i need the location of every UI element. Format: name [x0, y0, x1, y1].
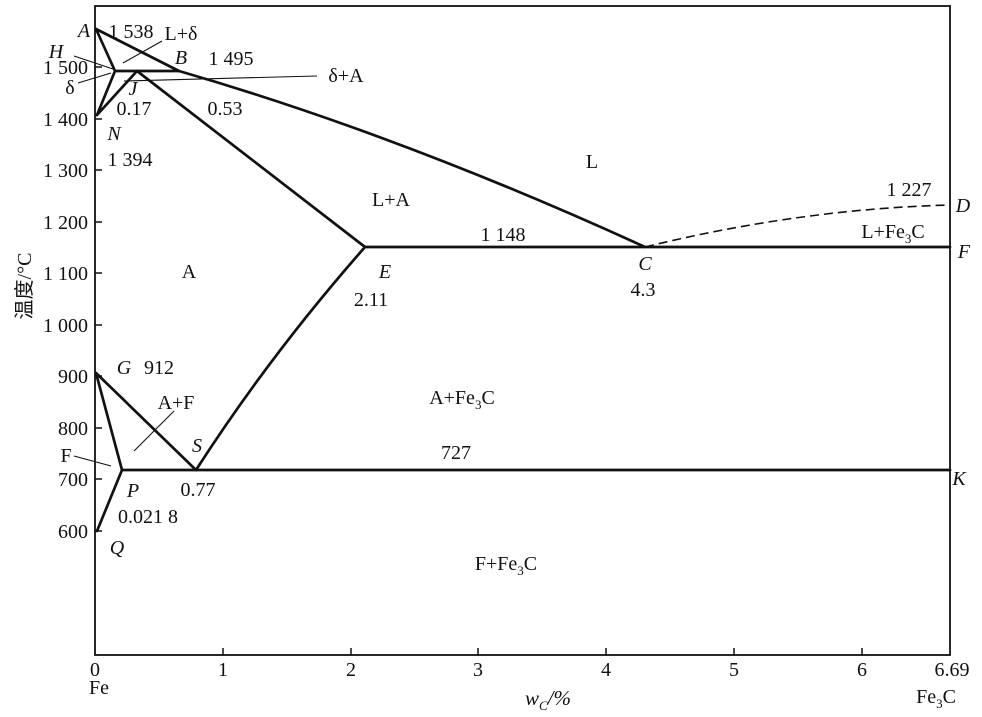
leader-delta [77, 72, 112, 84]
material-fe3c: Fe3C [916, 686, 956, 711]
point-h: H [48, 41, 65, 63]
point-s: S [192, 435, 202, 457]
y-tick-label: 1 500 [43, 57, 88, 79]
point-n: N [106, 123, 122, 145]
region-delta: δ [65, 77, 74, 99]
x-tick-label: 6 [857, 659, 867, 681]
x-tick-label: 4 [601, 659, 611, 681]
point-k: K [951, 468, 967, 490]
region-delta-a: δ+A [328, 65, 364, 87]
y-tick-label: 1 400 [43, 109, 88, 131]
leader-f [73, 455, 112, 467]
leader-l-delta [122, 40, 163, 64]
line-pq [95, 468, 124, 533]
point-q: Q [110, 537, 125, 559]
region-l: L [586, 151, 598, 173]
line-liquidus-ab [94, 27, 181, 73]
region-l-fe3c: L+Fe3C [861, 221, 924, 246]
region-l-delta: L+δ [165, 23, 198, 45]
point-g: G [117, 357, 132, 379]
y-tick-label: 800 [58, 418, 88, 440]
leader-h [73, 55, 114, 70]
line-jn [95, 69, 139, 117]
point-b: B [175, 47, 187, 69]
x-tick-label: 0 [90, 659, 100, 681]
point-j: J [129, 78, 139, 100]
region-f: F [60, 445, 71, 467]
x-axis-title: wC/% [525, 686, 571, 713]
y-tick-label: 1 200 [43, 212, 88, 234]
y-tick-label: 700 [58, 469, 88, 491]
plot-border [94, 5, 951, 656]
leader-lines [73, 40, 318, 467]
x-tick-label: 1 [218, 659, 228, 681]
material-fe: Fe [89, 677, 109, 699]
axis-ticks: 1 500 1 400 1 300 1 200 1 100 1 000 900 800 700 6… [43, 57, 970, 681]
value-017: 0.17 [117, 98, 152, 120]
line-gp [94, 371, 124, 472]
line-hn [95, 69, 117, 117]
region-a-fe3c: A+Fe3C [429, 387, 495, 412]
point-f: F [957, 241, 971, 263]
x-tick-label: 3 [473, 659, 483, 681]
x-tick-label: 2 [346, 659, 356, 681]
y-tick-label: 900 [58, 366, 88, 388]
phase-boundaries [94, 27, 952, 533]
point-a: A [76, 20, 91, 42]
region-a-f: A+F [158, 392, 195, 414]
value-1394: 1 394 [108, 149, 153, 171]
region-l-a: L+A [372, 189, 410, 211]
value-077: 0.77 [181, 479, 216, 501]
region-f-fe3c: F+Fe3C [475, 553, 537, 578]
value-1227: 1 227 [887, 179, 932, 201]
y-tick-label: 1 100 [43, 263, 88, 285]
line-acm-se [194, 245, 367, 472]
leader-a-plus-f [133, 410, 175, 452]
point-e: E [378, 261, 391, 283]
point-c: C [638, 253, 652, 275]
plot-frame [94, 5, 951, 656]
region-a: A [182, 261, 197, 283]
leader-delta-a [123, 75, 318, 82]
line-a3-gs [94, 371, 198, 472]
value-43: 4.3 [631, 279, 656, 301]
x-tick-label: 6.69 [935, 659, 970, 681]
value-053: 0.53 [208, 98, 243, 120]
value-1148: 1 148 [481, 224, 526, 246]
point-d: D [955, 195, 971, 217]
point-p: P [126, 480, 139, 502]
value-00218: 0.021 8 [118, 506, 178, 528]
line-solidus-je [135, 69, 367, 249]
line-solidus-ah [94, 27, 117, 73]
line-cd-dashed [644, 204, 951, 248]
line-liquidus-bc [177, 69, 647, 249]
y-tick-label: 1 000 [43, 315, 88, 337]
value-727: 727 [441, 442, 471, 464]
value-1495: 1 495 [209, 48, 254, 70]
value-912: 912 [144, 357, 174, 379]
y-tick-label: 600 [58, 521, 88, 543]
value-1538: 1 538 [109, 21, 154, 43]
x-tick-label: 5 [729, 659, 739, 681]
value-211: 2.11 [354, 289, 388, 311]
y-tick-label: 1 300 [43, 160, 88, 182]
y-axis-title: 温度/°C [13, 253, 36, 320]
